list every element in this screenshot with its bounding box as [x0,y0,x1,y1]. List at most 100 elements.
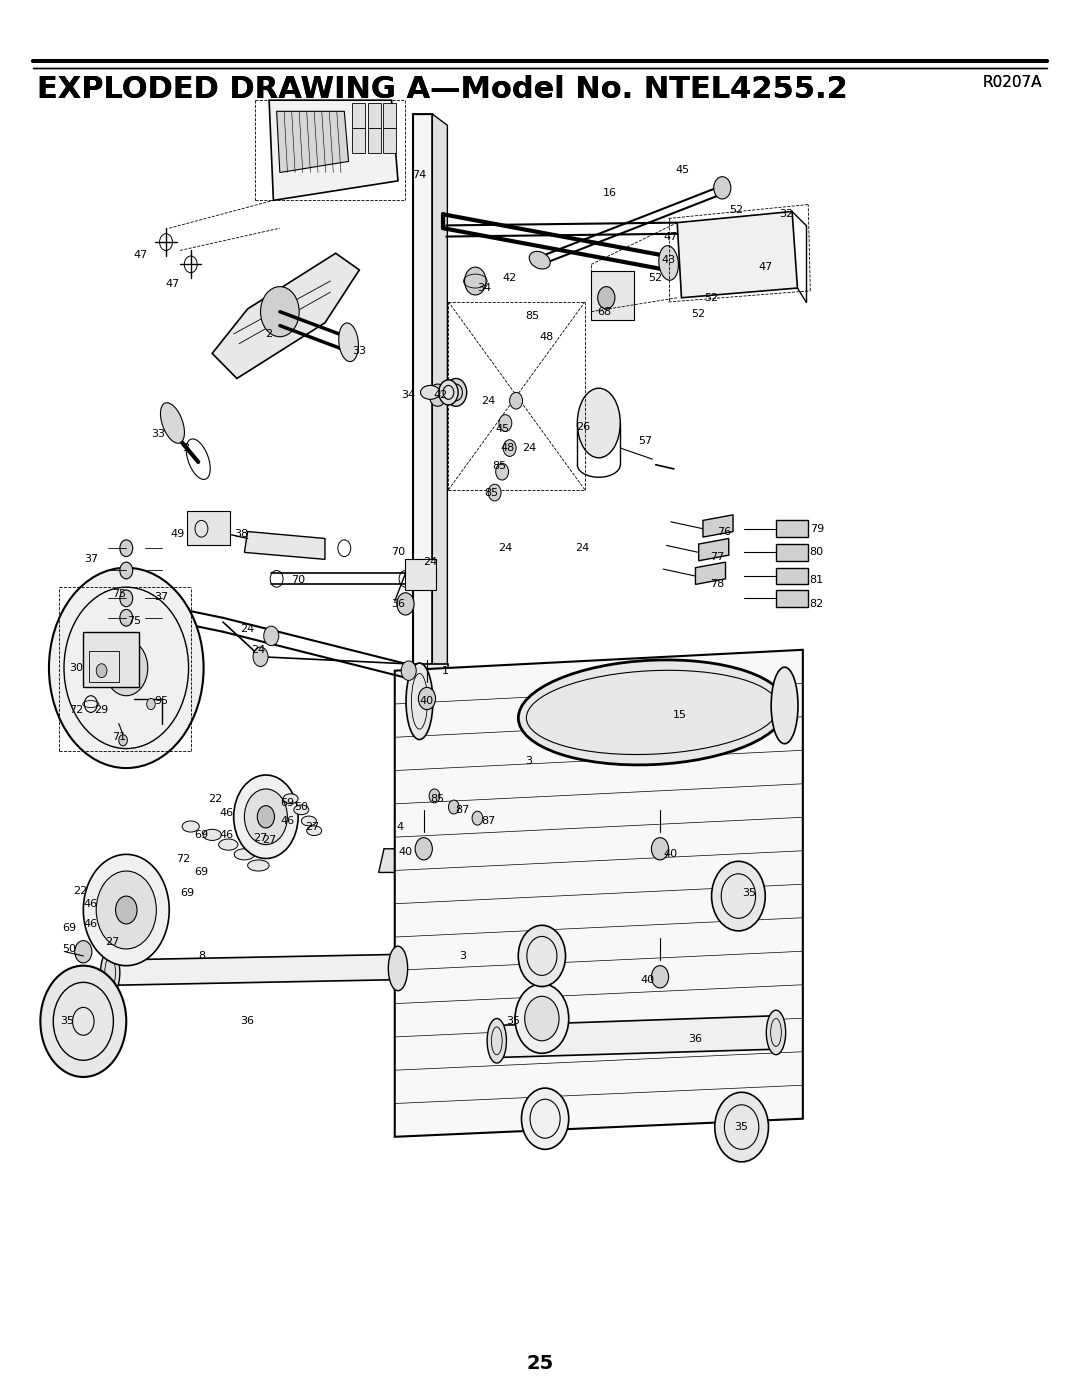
Polygon shape [777,567,808,584]
Ellipse shape [389,946,407,990]
Text: 47: 47 [165,279,179,289]
Bar [368,129,381,154]
Circle shape [397,592,414,615]
Ellipse shape [183,821,200,833]
Text: 69: 69 [281,798,295,807]
Text: 27: 27 [254,833,268,842]
Circle shape [120,609,133,626]
Text: 3: 3 [526,756,532,766]
Text: 36: 36 [688,1034,702,1045]
Circle shape [714,176,731,198]
Ellipse shape [283,793,298,803]
Bar [352,129,365,154]
Circle shape [244,789,287,845]
Bar [591,271,634,320]
Circle shape [120,562,133,578]
Text: 32: 32 [780,210,794,219]
Circle shape [651,838,669,861]
Circle shape [515,983,569,1053]
Text: 36: 36 [391,599,405,609]
Bar [188,511,230,545]
Text: 42: 42 [434,390,448,400]
Text: 82: 82 [810,599,824,609]
Text: 70: 70 [291,576,306,585]
Text: 2: 2 [266,328,272,339]
Text: 71: 71 [111,732,126,742]
Polygon shape [432,115,447,673]
Text: 50: 50 [63,944,77,954]
Text: 35: 35 [742,888,756,898]
Text: 40: 40 [640,975,654,985]
Ellipse shape [339,323,359,362]
Text: 24: 24 [498,543,513,553]
Circle shape [525,996,559,1041]
Text: 57: 57 [638,436,652,446]
Text: 1: 1 [442,666,448,676]
Text: 72: 72 [176,854,190,863]
Text: 46: 46 [219,807,233,817]
Circle shape [715,1092,769,1162]
Text: 45: 45 [675,165,690,175]
Text: 35: 35 [505,1016,519,1027]
Ellipse shape [203,830,221,841]
Text: 27: 27 [305,821,320,831]
Text: 36: 36 [241,1016,255,1027]
Polygon shape [777,521,808,536]
Ellipse shape [307,826,322,835]
Text: 45: 45 [495,423,509,433]
Text: 85: 85 [525,312,539,321]
Circle shape [464,267,486,295]
Ellipse shape [518,659,786,766]
Polygon shape [703,515,733,536]
Ellipse shape [247,861,269,872]
Circle shape [120,590,133,606]
Polygon shape [777,543,808,560]
Circle shape [429,789,440,803]
Circle shape [119,735,127,746]
Circle shape [120,539,133,556]
Text: 75: 75 [111,590,126,599]
Text: 46: 46 [84,900,98,909]
Text: 69: 69 [180,888,194,898]
Polygon shape [276,112,349,173]
Polygon shape [379,849,475,873]
Text: 46: 46 [84,919,98,929]
Circle shape [233,775,298,859]
Ellipse shape [234,849,255,861]
Bar [83,631,139,687]
Text: 29: 29 [94,704,109,715]
Circle shape [712,862,766,930]
Circle shape [651,965,669,988]
Text: 77: 77 [710,552,724,562]
Text: 40: 40 [420,696,434,707]
Text: 37: 37 [84,555,98,564]
Text: 46: 46 [281,816,295,826]
Ellipse shape [438,380,458,405]
Text: EXPLODED DRAWING A—Model No. NTEL4255.2: EXPLODED DRAWING A—Model No. NTEL4255.2 [37,75,848,105]
Text: 69: 69 [194,868,208,877]
Text: 85: 85 [431,793,445,803]
Ellipse shape [301,816,316,826]
Text: 40: 40 [399,847,413,856]
Text: R0207A: R0207A [983,75,1042,91]
Text: 3: 3 [181,443,189,453]
Text: 27: 27 [105,937,120,947]
Polygon shape [699,538,729,560]
Polygon shape [696,562,726,584]
Text: 74: 74 [413,170,427,180]
Ellipse shape [659,246,678,281]
Circle shape [415,838,432,861]
Text: 40: 40 [664,849,678,859]
Circle shape [96,664,107,678]
Text: 47: 47 [758,263,772,272]
Text: 52: 52 [649,274,663,284]
Text: 35: 35 [734,1122,748,1132]
Ellipse shape [767,1010,785,1055]
Text: 76: 76 [717,527,731,536]
Circle shape [448,800,459,814]
Circle shape [510,393,523,409]
Text: 81: 81 [810,576,824,585]
Text: 22: 22 [208,793,222,803]
Text: 52: 52 [729,205,743,215]
Polygon shape [269,101,397,200]
